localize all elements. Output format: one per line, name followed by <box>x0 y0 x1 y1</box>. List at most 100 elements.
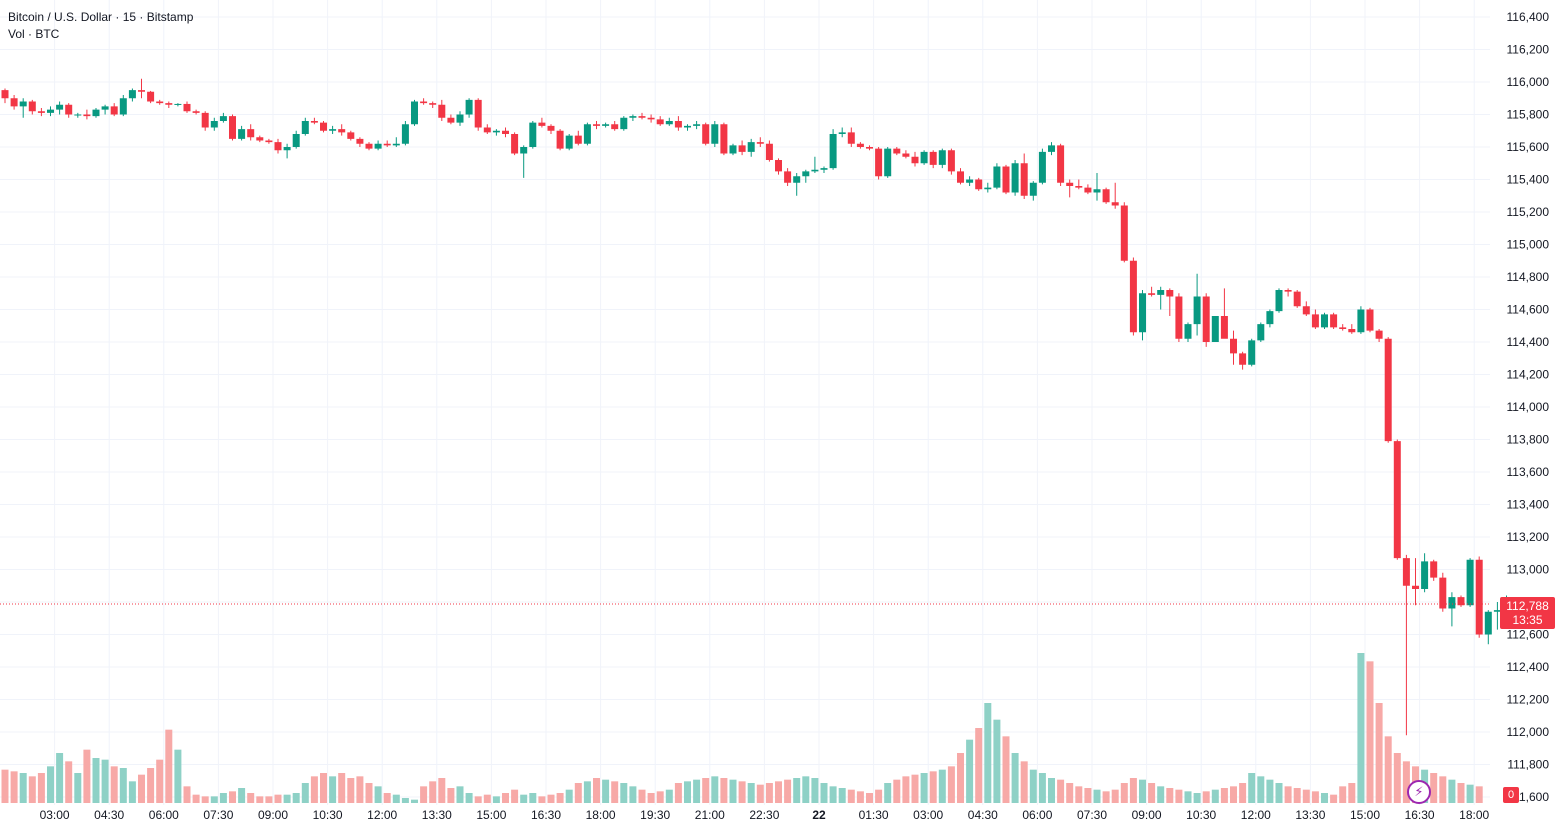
lightning-bolt-icon[interactable]: ⚡ <box>1407 780 1431 804</box>
volume-bar <box>1166 788 1174 803</box>
candle-body <box>1412 585 1419 589</box>
volume-bar <box>829 786 837 803</box>
candle-body <box>793 176 801 183</box>
volume-bar <box>1457 783 1465 803</box>
candle-body <box>702 124 710 144</box>
candle-body <box>1384 338 1392 442</box>
volume-bar <box>947 766 955 803</box>
volume-bar <box>301 783 309 803</box>
volume-bar <box>602 779 610 803</box>
candle-body <box>329 129 337 131</box>
candle-body <box>265 140 273 143</box>
time-tick-label: 09:00 <box>1132 808 1162 822</box>
volume-bars <box>1 653 1483 803</box>
volume-bar <box>738 781 746 803</box>
price-tick-label: 115,200 <box>1507 205 1550 219</box>
volume-bar <box>820 783 828 803</box>
candle-body <box>947 150 955 172</box>
volume-bar <box>984 703 992 803</box>
volume-bar <box>1029 769 1037 803</box>
volume-bar <box>1120 783 1128 803</box>
candle-body <box>1093 189 1101 193</box>
volume-bar <box>356 776 364 803</box>
volume-bar <box>201 796 209 803</box>
candle-body <box>647 117 655 120</box>
price-tick-label: 115,800 <box>1507 108 1550 122</box>
candle-body <box>856 143 864 147</box>
volume-bar <box>338 773 346 803</box>
candle-body <box>829 134 837 169</box>
candle-body <box>174 103 182 105</box>
candle-body <box>665 121 673 125</box>
volume-bar <box>247 793 255 803</box>
volume-bar <box>1193 793 1201 803</box>
candle-body <box>1357 309 1365 333</box>
volume-bar <box>1439 776 1447 803</box>
volume-bar <box>665 789 673 803</box>
volume-bar <box>19 773 27 803</box>
candle-body <box>1293 291 1301 307</box>
volume-bar <box>74 773 82 803</box>
price-tick-label: 115,600 <box>1507 140 1550 154</box>
candle-body <box>556 130 564 149</box>
volume-bar <box>56 753 64 803</box>
volume-bar <box>1402 761 1410 803</box>
candle-body <box>1348 329 1356 333</box>
candle-body <box>720 124 728 154</box>
time-axis[interactable]: 03:00 04:30 06:00 07:30 09:00 10:30 12:00 13:30… <box>40 808 1490 822</box>
candle-body <box>738 145 746 152</box>
time-tick-label: 15:00 <box>476 808 506 822</box>
volume-bar <box>693 779 701 803</box>
time-tick-label: 06:00 <box>149 808 179 822</box>
symbol-title[interactable]: Bitcoin / U.S. Dollar · 15 · Bitstamp <box>8 10 194 24</box>
candle-body <box>920 151 928 164</box>
volume-bar <box>183 786 191 803</box>
volume-bar <box>1011 753 1019 803</box>
price-tick-label: 116,000 <box>1507 75 1550 89</box>
time-tick-label: 22:30 <box>749 808 779 822</box>
volume-bar <box>192 794 200 803</box>
volume-bar <box>1102 791 1110 803</box>
volume-bar <box>1093 789 1101 803</box>
volume-bar <box>1184 791 1192 803</box>
candle-body <box>119 98 127 115</box>
volume-bar <box>511 789 519 803</box>
volume-bar <box>456 786 464 803</box>
candle-body <box>65 104 73 115</box>
volume-bar <box>219 793 227 803</box>
volume-bar <box>993 719 1001 803</box>
volume-bar <box>938 769 946 803</box>
volume-bar <box>165 729 173 803</box>
candle-body <box>274 142 282 151</box>
volume-bar <box>392 794 400 803</box>
candle-body <box>1066 182 1074 186</box>
volume-bar <box>28 776 36 803</box>
candle-body <box>210 121 218 128</box>
volume-bar <box>574 783 582 803</box>
price-axis[interactable]: 116,400 116,200 116,000 115,800 115,600 115,4… <box>1507 10 1550 804</box>
candle-body <box>656 119 664 125</box>
volume-legend[interactable]: Vol · BTC <box>8 27 60 41</box>
candle-body <box>1239 353 1247 365</box>
candle-body <box>711 124 719 144</box>
candle-body <box>966 179 974 183</box>
bar-countdown: 13:35 <box>1512 613 1543 627</box>
candle-body <box>502 130 509 134</box>
candle-body <box>1366 309 1374 331</box>
volume-bar <box>1129 778 1137 803</box>
volume-bar <box>1257 776 1265 803</box>
candle-body <box>165 103 173 105</box>
candle-body <box>775 160 782 172</box>
volume-bar <box>784 779 792 803</box>
candle-body <box>1129 260 1137 333</box>
volume-bar <box>65 761 73 803</box>
candle-body <box>1230 338 1237 354</box>
candle-body <box>1011 163 1019 193</box>
volume-bar <box>447 788 455 803</box>
candle-body <box>1311 314 1319 328</box>
candle-body <box>993 166 1001 188</box>
volume-bar <box>520 794 528 803</box>
candle-body <box>1202 296 1210 342</box>
volume-bar <box>429 781 437 803</box>
